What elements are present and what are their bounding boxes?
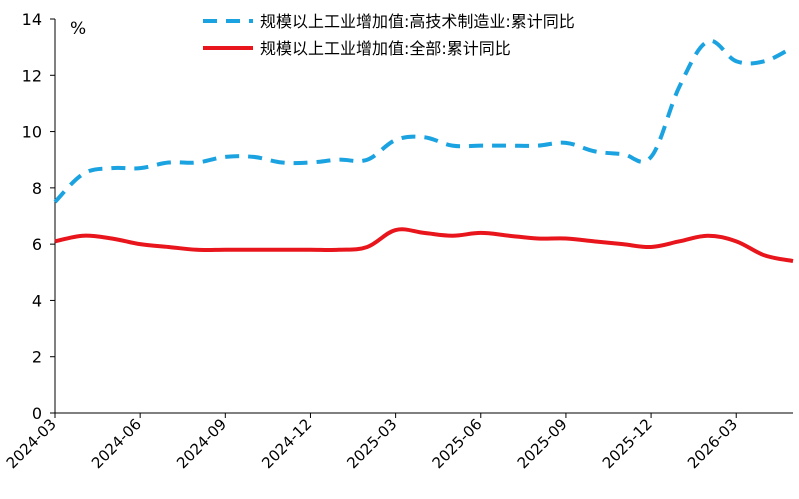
x-tick-label: 2024-03 bbox=[3, 415, 60, 472]
x-tick-label: 2024-12 bbox=[258, 415, 315, 472]
y-tick-label: 14 bbox=[22, 10, 42, 29]
unit-label: % bbox=[70, 19, 86, 39]
x-tick-label: 2025-06 bbox=[429, 415, 486, 472]
x-tick-label: 2025-12 bbox=[599, 415, 656, 472]
y-tick-label: 2 bbox=[32, 348, 42, 367]
y-tick-label: 12 bbox=[22, 66, 42, 85]
y-tick-label: 10 bbox=[22, 123, 42, 142]
x-tick-label: 2024-06 bbox=[88, 415, 145, 472]
x-tick-label: 2025-03 bbox=[343, 415, 400, 472]
legend-label-2: 规模以上工业增加值:全部:累计同比 bbox=[260, 39, 511, 58]
y-tick-label: 4 bbox=[32, 291, 42, 310]
series-line-1 bbox=[53, 38, 794, 204]
series-line-2 bbox=[54, 227, 794, 263]
x-tick-label: 2026-03 bbox=[684, 415, 741, 472]
x-tick-label: 2024-09 bbox=[173, 415, 230, 472]
legend-label-1: 规模以上工业增加值:高技术制造业:累计同比 bbox=[260, 12, 575, 31]
series-layer bbox=[53, 38, 794, 263]
y-tick-label: 8 bbox=[32, 179, 42, 198]
y-tick-label: 0 bbox=[32, 404, 42, 423]
y-tick-label: 6 bbox=[32, 235, 42, 254]
x-tick-label: 2025-09 bbox=[514, 415, 571, 472]
